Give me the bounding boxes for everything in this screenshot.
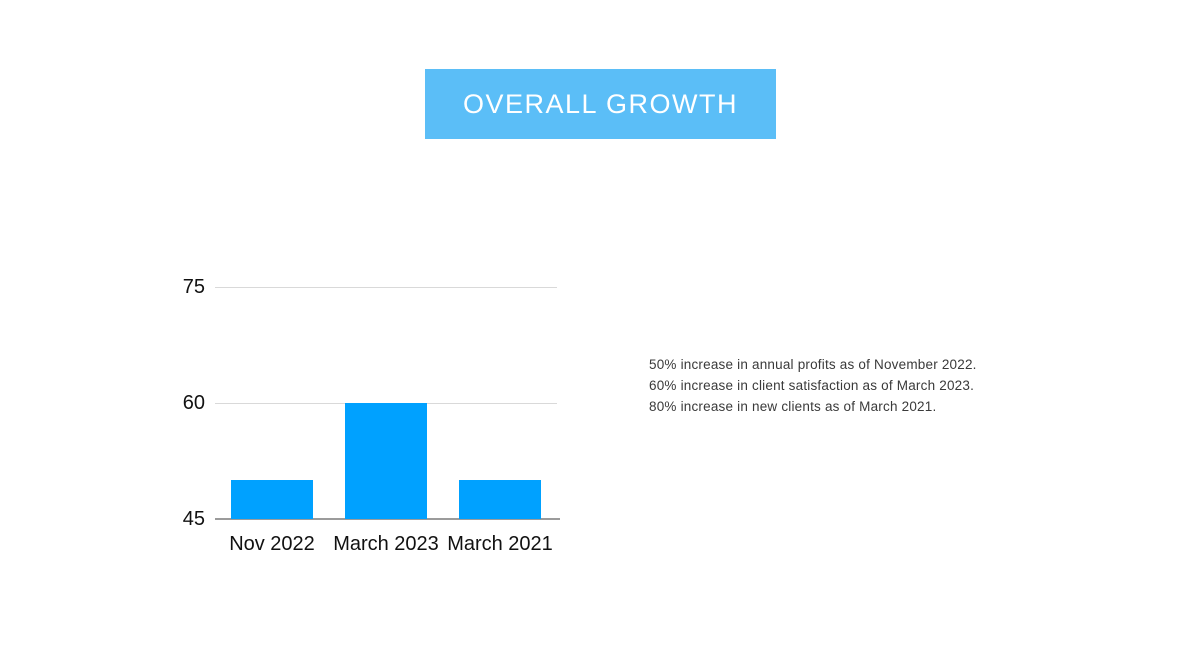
annotation-line: 60% increase in client satisfaction as o… — [649, 378, 975, 393]
y-tick-label: 45 — [182, 508, 205, 530]
title-banner: OVERALL GROWTH — [425, 69, 776, 139]
gridline — [215, 287, 557, 288]
annotation-line: 50% increase in annual profits as of Nov… — [649, 357, 977, 372]
y-tick-label: 75 — [182, 276, 205, 298]
annotations-block: 50% increase in annual profits as of Nov… — [649, 354, 1049, 417]
x-axis-baseline — [215, 518, 561, 520]
y-tick-label: 60 — [182, 392, 205, 414]
x-tick-label: Nov 2022 — [229, 533, 315, 555]
x-tick-label: March 2023 — [333, 533, 439, 555]
page-title: OVERALL GROWTH — [462, 88, 739, 119]
x-tick-label: March 2021 — [447, 533, 553, 555]
chart-plot-area — [215, 287, 561, 520]
bar-march-2021 — [459, 480, 541, 519]
growth-bar-chart: 45 60 75 Nov 2022 March 2023 March 2021 — [150, 270, 590, 570]
bar-nov-2022 — [231, 480, 313, 519]
annotation-line: 80% increase in new clients as of March … — [649, 399, 937, 414]
bar-march-2023 — [345, 403, 427, 519]
